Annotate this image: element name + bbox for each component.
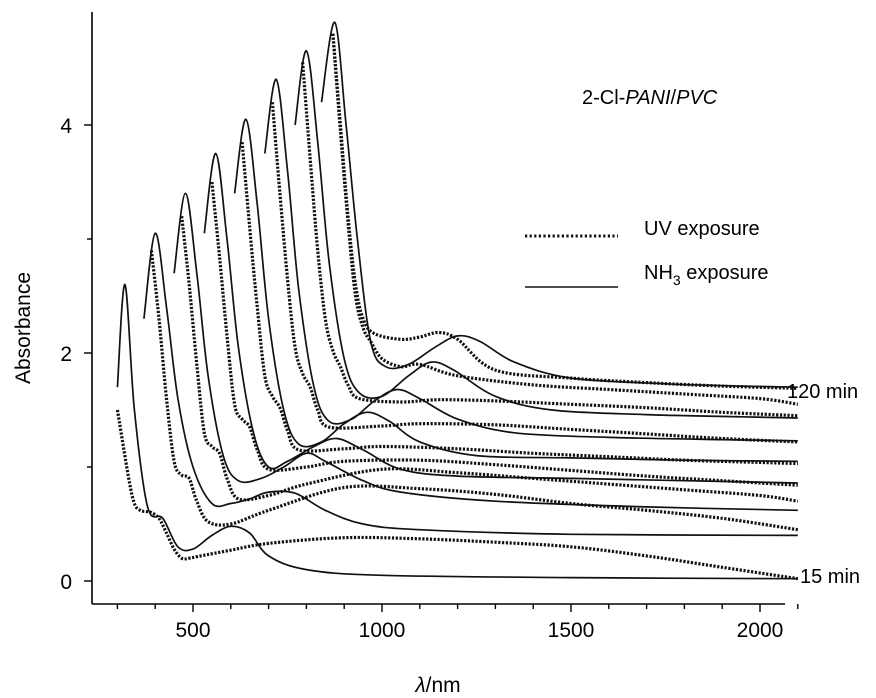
nh3-curve-7: [294, 50, 798, 419]
nh3-curve-8: [320, 21, 798, 389]
uv-curve-7: [301, 62, 798, 418]
uv-curve-6: [270, 102, 798, 444]
legend: UV exposure NH3 exposure: [525, 218, 769, 288]
y-tick-label-2: 2: [60, 343, 72, 366]
uv-curve-4: [210, 181, 798, 487]
uv-curve-8: [331, 33, 799, 406]
x-tick-label-500: 500: [175, 619, 210, 642]
axis-ticks: 500 1000 1500 2000 0 2 4: [60, 115, 799, 642]
legend-uv-label: UV exposure: [644, 218, 760, 240]
chart-title-prefix: 2-Cl-: [582, 87, 625, 109]
x-axis-label-unit: /nm: [426, 674, 461, 697]
chart-title-sep: /: [671, 87, 677, 109]
legend-nh3-label: NH3 exposure: [644, 262, 769, 288]
legend-nh3-sub: 3: [673, 272, 681, 288]
chart-title-pvc: PVC: [676, 87, 718, 109]
legend-uv-text: UV exposure: [644, 218, 760, 240]
chart-title: 2-Cl-PANI/PVC: [582, 87, 718, 109]
y-tick-label-4: 4: [60, 115, 72, 138]
annotation-15-min: 15 min: [800, 566, 860, 588]
uv-curve-3: [180, 216, 799, 503]
nh3-curve-3: [173, 192, 798, 512]
nh3-curve-4: [203, 152, 798, 484]
legend-nh3-prefix: NH: [644, 262, 673, 284]
uv-curve-1: [115, 409, 799, 581]
y-axis-label: Absorbance: [12, 272, 35, 384]
nh3-curve-2: [143, 232, 798, 537]
chart-title-pani: PANI: [625, 87, 671, 109]
uv-curve-9: [331, 33, 798, 390]
x-tick-label-1000: 1000: [359, 619, 406, 642]
uv-curve-5: [240, 141, 798, 466]
uv-curve-2: [149, 250, 799, 532]
annotation-120-min: 120 min: [787, 381, 858, 403]
curves-group: [115, 21, 799, 581]
x-tick-label-2000: 2000: [737, 619, 784, 642]
x-tick-label-1500: 1500: [548, 619, 595, 642]
x-axis-label: λ/nm: [414, 674, 460, 697]
y-tick-label-0: 0: [60, 571, 72, 594]
nh3-curve-1: [116, 283, 798, 580]
x-axis-label-symbol: λ: [414, 674, 425, 697]
legend-nh3-suffix: exposure: [681, 262, 769, 284]
nh3-curve-6: [263, 78, 798, 442]
nh3-curve-5: [233, 118, 798, 463]
